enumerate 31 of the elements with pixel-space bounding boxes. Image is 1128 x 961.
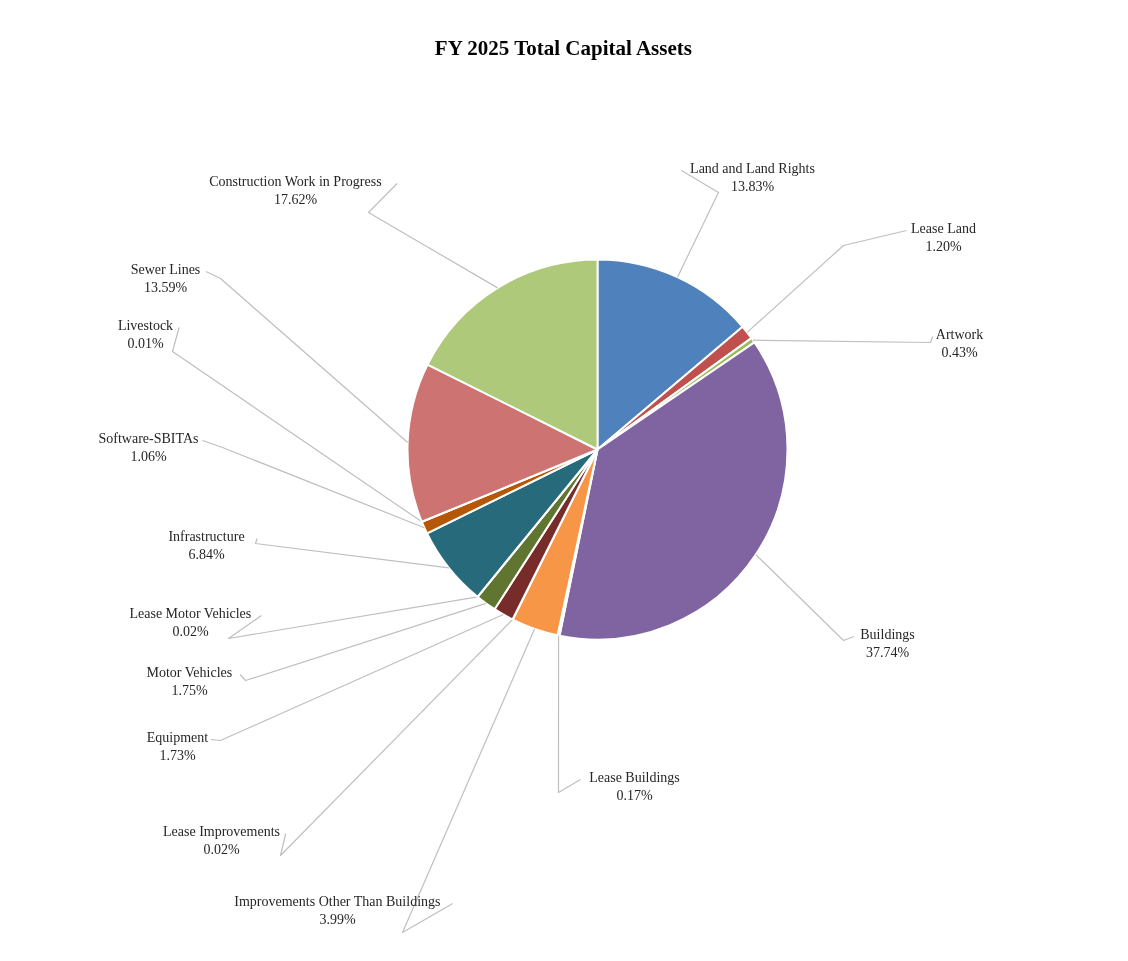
- slice-label: Software-SBITAs: [98, 430, 199, 446]
- slice-label: Buildings: [860, 626, 915, 642]
- data-label: 1.20%: [925, 238, 962, 254]
- slice-label: Improvements Other Than Buildings: [234, 893, 441, 909]
- slice-label: Lease Improvements: [162, 823, 281, 839]
- data-label: 1.06%: [130, 448, 167, 464]
- data-label: 1.73%: [159, 747, 196, 763]
- slice-label: Construction Work in Progress: [209, 173, 382, 189]
- data-label: 13.83%: [730, 178, 775, 194]
- data-label: 17.62%: [273, 191, 318, 207]
- slice-label: Lease Motor Vehicles: [129, 605, 252, 621]
- data-label: 0.01%: [127, 335, 164, 351]
- slice-label: Lease Land: [911, 220, 976, 236]
- slice-label: Land and Land Rights: [690, 160, 815, 176]
- data-label: 0.43%: [941, 344, 978, 360]
- slice-label: Lease Buildings: [589, 769, 680, 785]
- data-label: 37.74%: [865, 644, 910, 660]
- slice-label: Equipment: [146, 729, 209, 745]
- slice-label: Motor Vehicles: [146, 664, 233, 680]
- data-label: 1.75%: [171, 682, 208, 698]
- data-label: 0.17%: [616, 787, 653, 803]
- data-label: 0.02%: [172, 623, 209, 639]
- slice-label: Infrastructure: [168, 528, 245, 544]
- data-label: 13.59%: [143, 279, 188, 295]
- data-label: 3.99%: [319, 911, 356, 927]
- data-label: 0.02%: [203, 841, 240, 857]
- slice-label: Sewer Lines: [130, 261, 201, 277]
- slice-label: Livestock: [117, 317, 174, 333]
- data-label: 6.84%: [188, 546, 225, 562]
- chart-title: FY 2025 Total Capital Assets: [434, 35, 692, 60]
- slice-label: Artwork: [935, 326, 984, 342]
